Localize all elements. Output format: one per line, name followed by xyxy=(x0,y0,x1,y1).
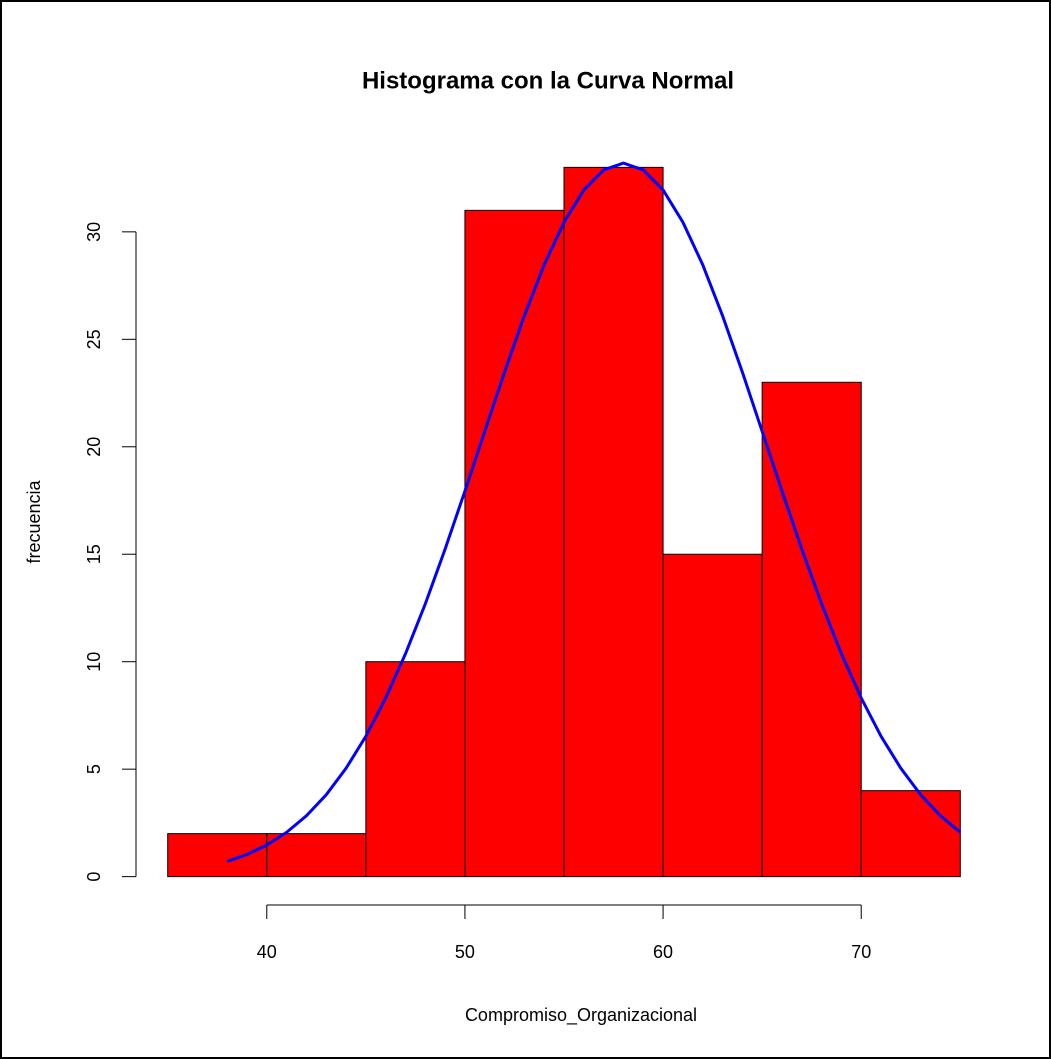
y-tick-label: 10 xyxy=(84,652,104,672)
bar xyxy=(563,166,664,878)
x-axis-label: Compromiso_Organizacional xyxy=(465,1005,697,1026)
x-tick-label: 50 xyxy=(455,942,475,962)
bar xyxy=(365,661,466,878)
bar xyxy=(761,381,862,878)
y-tick-label: 15 xyxy=(84,544,104,564)
normal-curve xyxy=(226,161,962,863)
y-tick-label: 20 xyxy=(84,437,104,457)
bar xyxy=(860,790,961,878)
y-axis-label: frecuencia xyxy=(24,479,44,563)
y-tick-label: 5 xyxy=(84,764,104,774)
bar xyxy=(662,553,763,878)
x-tick-label: 40 xyxy=(257,942,277,962)
x-tick-label: 70 xyxy=(851,942,871,962)
chart-title: Histograma con la Curva Normal xyxy=(362,67,734,94)
y-tick-label: 25 xyxy=(84,329,104,349)
bar xyxy=(266,833,367,878)
bar xyxy=(167,833,268,878)
x-tick-label: 60 xyxy=(653,942,673,962)
bar xyxy=(464,209,565,878)
y-tick-label: 30 xyxy=(84,222,104,242)
y-tick-label: 0 xyxy=(84,872,104,882)
